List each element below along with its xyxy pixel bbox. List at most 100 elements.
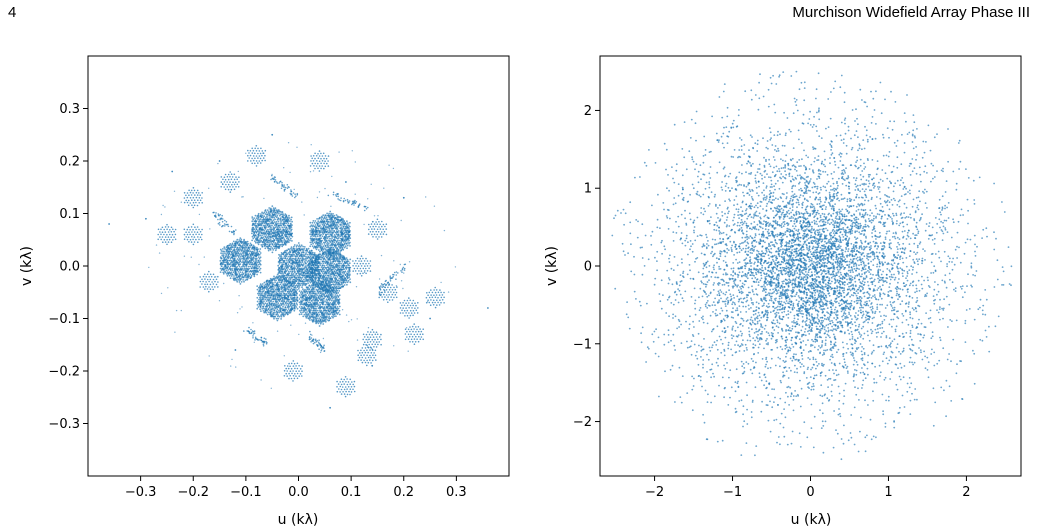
data-point	[316, 289, 319, 292]
data-point	[283, 230, 286, 233]
data-point	[305, 296, 308, 299]
data-point	[259, 240, 262, 243]
data-point	[332, 272, 334, 275]
points-left	[108, 133, 489, 409]
data-point	[276, 182, 279, 184]
data-point	[344, 227, 347, 230]
data-point	[224, 248, 226, 250]
data-point	[204, 288, 206, 290]
data-point	[221, 254, 224, 257]
data-point	[296, 285, 299, 287]
data-point	[310, 155, 312, 157]
data-point	[357, 349, 359, 352]
data-point	[431, 301, 434, 304]
data-point	[282, 294, 284, 297]
data-point	[289, 233, 292, 236]
data-point	[275, 284, 278, 287]
data-point	[412, 309, 415, 312]
data-point	[169, 233, 171, 236]
data-point	[277, 286, 280, 289]
data-point	[422, 333, 424, 336]
data-point	[340, 221, 343, 224]
data-point	[321, 264, 324, 267]
data-point	[321, 155, 324, 157]
data-point	[366, 260, 369, 262]
data-point	[280, 221, 282, 223]
data-point	[253, 231, 255, 234]
data-point	[323, 309, 325, 312]
data-point	[236, 268, 239, 271]
data-point	[416, 333, 419, 336]
data-point	[238, 239, 241, 241]
data-point	[276, 319, 279, 322]
data-point	[364, 341, 366, 344]
data-point	[269, 211, 272, 214]
data-point	[192, 238, 194, 241]
data-point	[228, 250, 231, 253]
data-point	[330, 294, 333, 297]
data-point	[272, 245, 275, 248]
data-point	[334, 291, 337, 294]
data-point	[198, 228, 200, 231]
data-point	[415, 326, 417, 328]
data-point	[417, 302, 419, 304]
data-point	[293, 377, 296, 380]
data-point	[328, 282, 331, 285]
data-point	[340, 246, 343, 249]
data-point	[326, 302, 329, 305]
data-point	[413, 312, 416, 314]
data-point	[157, 233, 159, 236]
data-point	[299, 245, 302, 248]
data-point	[266, 240, 269, 243]
data-point	[372, 341, 375, 343]
data-point	[291, 262, 294, 265]
data-point	[371, 359, 374, 362]
data-point	[291, 308, 294, 310]
data-point	[251, 220, 254, 223]
data-point	[244, 273, 247, 276]
data-point	[185, 194, 187, 197]
data-point	[317, 220, 320, 223]
data-point	[275, 243, 278, 245]
data-point	[338, 246, 341, 249]
data-point	[254, 269, 257, 272]
data-point	[338, 219, 341, 222]
data-point	[373, 223, 376, 225]
data-point	[309, 278, 312, 281]
data-point	[328, 240, 331, 243]
data-point	[322, 233, 325, 236]
data-point	[188, 194, 190, 196]
data-point	[270, 236, 273, 239]
data-point	[325, 231, 328, 233]
data-point	[333, 303, 335, 306]
data-point	[272, 298, 275, 300]
data-point	[324, 214, 327, 217]
data-point	[347, 386, 350, 388]
data-point	[304, 257, 307, 260]
data-point	[186, 192, 189, 194]
data-point	[183, 233, 186, 236]
data-point	[334, 306, 337, 309]
data-point	[251, 246, 254, 249]
data-point	[333, 217, 336, 220]
data-point	[287, 222, 290, 225]
data-point	[311, 221, 314, 224]
data-point	[282, 228, 285, 231]
data-point	[322, 152, 325, 155]
data-point	[344, 245, 347, 248]
data-point	[395, 291, 398, 294]
data-point	[273, 243, 276, 246]
data-point	[327, 165, 330, 167]
data-point	[405, 307, 407, 309]
data-point	[256, 296, 259, 299]
data-point	[440, 301, 442, 304]
data-point	[321, 319, 324, 322]
data-point	[329, 263, 332, 266]
data-point	[289, 257, 292, 260]
data-point	[425, 296, 428, 299]
data-point	[308, 251, 311, 254]
data-point	[347, 224, 350, 227]
data-point	[262, 236, 265, 239]
data-point	[362, 272, 364, 275]
data-point	[273, 221, 276, 223]
